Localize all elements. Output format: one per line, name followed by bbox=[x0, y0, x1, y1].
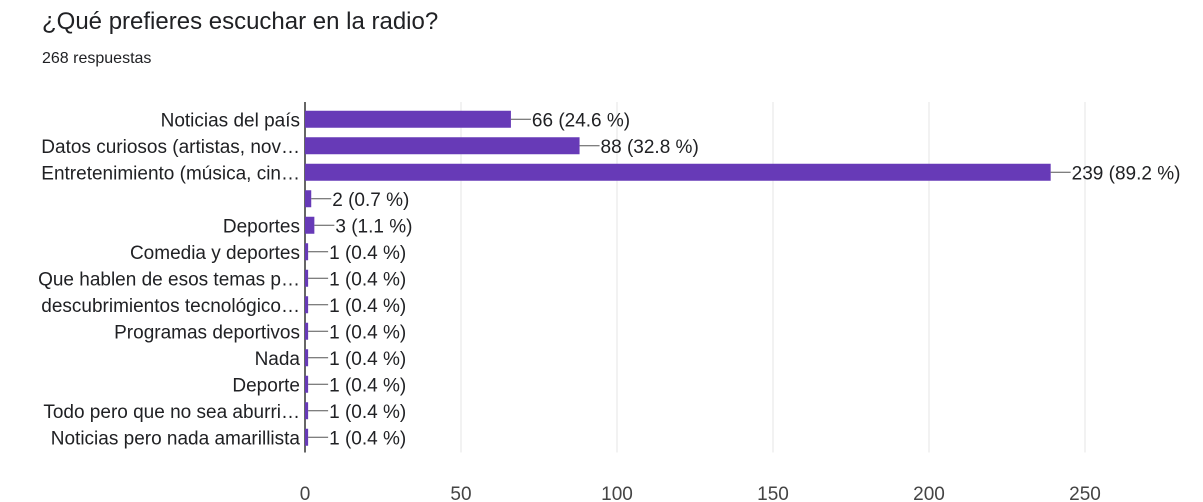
x-tick-label: 50 bbox=[450, 484, 471, 502]
bar bbox=[305, 349, 309, 367]
value-label: 1 (0.4 %) bbox=[329, 269, 406, 290]
value-label: 1 (0.4 %) bbox=[329, 243, 406, 264]
x-tick-label: 100 bbox=[601, 484, 633, 502]
x-tick-label: 0 bbox=[300, 484, 311, 502]
chart-title: ¿Qué prefieres escuchar en la radio? bbox=[42, 8, 439, 35]
category-label: Noticias del país bbox=[161, 110, 300, 131]
response-count: 268 respuestas bbox=[42, 50, 152, 67]
category-label: Comedia y deportes bbox=[130, 243, 300, 264]
value-label: 88 (32.8 %) bbox=[601, 137, 699, 158]
bar bbox=[305, 428, 309, 446]
value-label: 2 (0.7 %) bbox=[332, 190, 409, 211]
category-label: Nada bbox=[255, 349, 301, 370]
category-label: Deportes bbox=[223, 216, 300, 237]
bar bbox=[305, 137, 580, 155]
bar bbox=[305, 190, 312, 208]
category-label: Entretenimiento (música, cin… bbox=[41, 163, 300, 184]
category-label: Deporte bbox=[232, 375, 300, 396]
value-label: 1 (0.4 %) bbox=[329, 428, 406, 449]
value-label: 66 (24.6 %) bbox=[532, 110, 630, 131]
value-label: 3 (1.1 %) bbox=[335, 216, 412, 237]
bar bbox=[305, 322, 309, 340]
x-tick-label: 150 bbox=[757, 484, 789, 502]
bar bbox=[305, 269, 309, 287]
value-label: 1 (0.4 %) bbox=[329, 402, 406, 423]
value-label: 239 (89.2 %) bbox=[1072, 163, 1181, 184]
category-label: Noticias pero nada amarillista bbox=[51, 428, 301, 449]
value-label: 1 (0.4 %) bbox=[329, 296, 406, 317]
bar bbox=[305, 163, 1051, 181]
category-label: Datos curiosos (artistas, nov… bbox=[41, 137, 300, 158]
bar bbox=[305, 375, 309, 393]
value-label: 1 (0.4 %) bbox=[329, 375, 406, 396]
bar bbox=[305, 243, 309, 261]
bar bbox=[305, 216, 315, 234]
category-label: descubrimientos tecnológico… bbox=[41, 296, 300, 317]
category-label: Todo pero que no sea aburri… bbox=[43, 402, 300, 423]
x-tick-label: 200 bbox=[913, 484, 945, 502]
bar bbox=[305, 110, 511, 128]
bar bbox=[305, 402, 309, 420]
value-label: 1 (0.4 %) bbox=[329, 322, 406, 343]
category-label: Programas deportivos bbox=[114, 322, 300, 343]
value-label: 1 (0.4 %) bbox=[329, 349, 406, 370]
category-label: Que hablen de esos temas p… bbox=[38, 269, 300, 290]
x-tick-label: 250 bbox=[1069, 484, 1101, 502]
bar bbox=[305, 296, 309, 314]
